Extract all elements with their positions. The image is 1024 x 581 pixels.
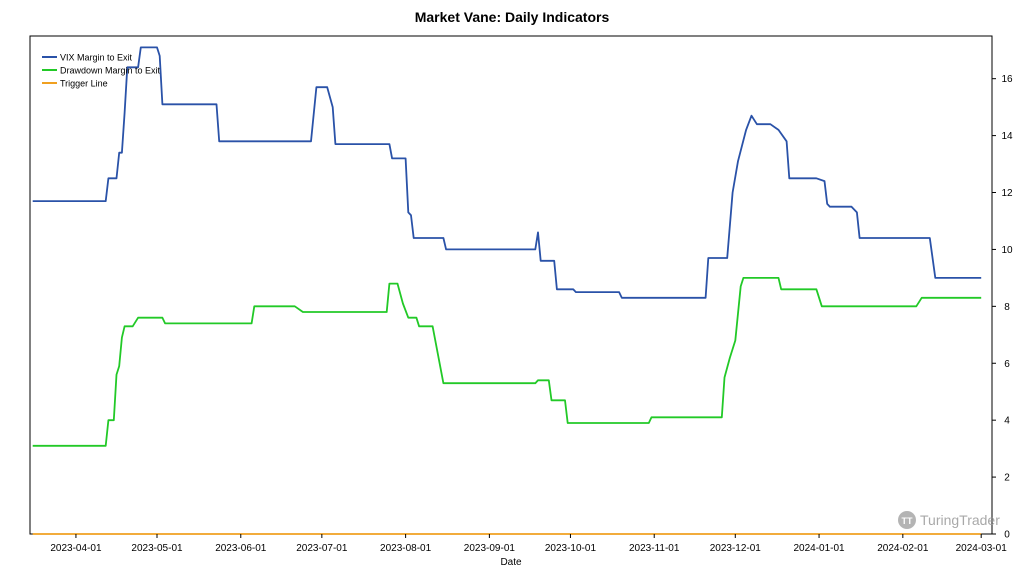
y-tick-label: 4 [1004,416,1010,427]
x-tick-label: 2023-12-01 [710,543,762,554]
chart-title: Market Vane: Daily Indicators [415,9,610,25]
x-tick-label: 2023-08-01 [380,543,432,554]
x-tick-label: 2024-02-01 [877,543,929,554]
y-tick-label: 10 [1001,245,1013,256]
y-tick-label: 14 [1001,131,1013,142]
legend-label: VIX Margin to Exit [60,53,133,63]
y-tick-label: 12 [1001,188,1013,199]
legend-label: Drawdown Margin to Exit [60,66,161,76]
series-line-1 [32,276,982,447]
legend-label: Trigger Line [60,79,108,89]
y-axis: 0 2 4 6 8 10 12 14 16 [992,74,1013,541]
x-tick-label: 2023-05-01 [131,543,183,554]
watermark-text: TuringTrader [920,512,1000,528]
y-tick-label: 0 [1004,530,1010,541]
x-axis-label: Date [500,557,522,568]
legend: VIX Margin to Exit Drawdown Margin to Exi… [42,53,161,89]
x-tick-label: 2023-04-01 [50,543,102,554]
x-axis: 2023-04-01 2023-05-01 2023-06-01 2023-07-01… [50,534,1007,554]
watermark-logo-icon [898,511,916,529]
series-layer [32,46,982,535]
x-tick-label: 2023-09-01 [464,543,516,554]
x-tick-label: 2023-10-01 [545,543,597,554]
series-line-0 [32,46,982,299]
y-tick-label: 8 [1004,302,1010,313]
watermark: TT TuringTrader [898,511,1000,529]
y-tick-label: 16 [1001,74,1013,85]
x-tick-label: 2023-07-01 [296,543,348,554]
x-tick-label: 2023-11-01 [629,543,680,554]
x-tick-label: 2023-06-01 [215,543,267,554]
watermark-logo-text: TT [902,516,913,526]
x-tick-label: 2024-01-01 [793,543,845,554]
y-tick-label: 2 [1004,473,1010,484]
x-tick-label: 2024-03-01 [956,543,1008,554]
y-tick-label: 6 [1004,359,1010,370]
